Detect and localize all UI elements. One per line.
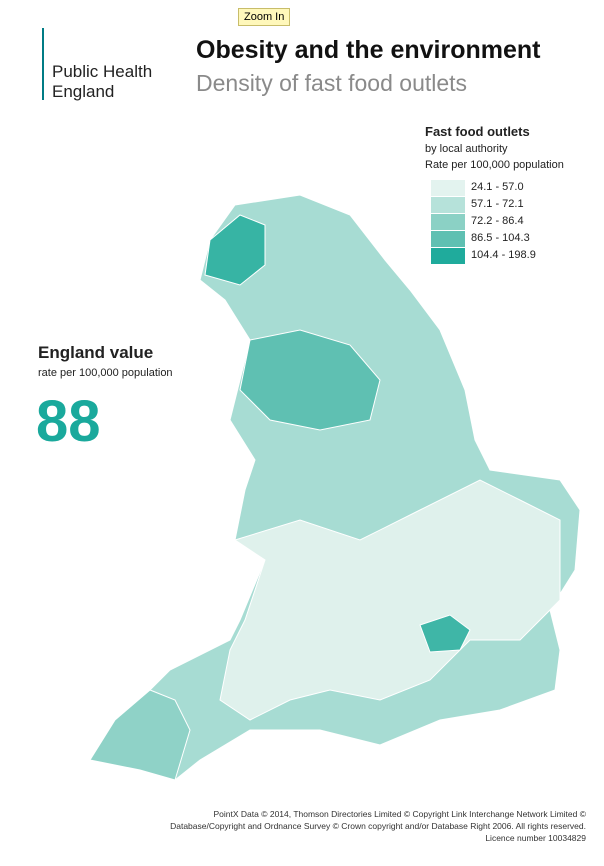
legend-label: 72.2 - 86.4 xyxy=(471,215,524,227)
logo-line: Public Health xyxy=(52,62,153,81)
cumbria-region xyxy=(204,214,266,286)
legend-label: 104.4 - 198.9 xyxy=(471,249,536,261)
legend-label: 86.5 - 104.3 xyxy=(471,232,530,244)
logo-bar xyxy=(42,28,44,100)
title: Obesity and the environment xyxy=(196,36,541,64)
footer: PointX Data © 2014, Thomson Directories … xyxy=(170,808,586,844)
legend-label: 24.1 - 57.0 xyxy=(471,181,524,193)
legend-title: Fast food outlets xyxy=(425,124,530,139)
legend-swatch xyxy=(431,197,465,213)
southwest-region xyxy=(89,689,191,781)
legend-swatch xyxy=(431,180,465,196)
logo-line: England xyxy=(52,82,115,101)
england-title: England value xyxy=(38,343,154,362)
north-region xyxy=(239,329,381,431)
footer-line: PointX Data © 2014, Thomson Directories … xyxy=(213,809,587,819)
footer-line: Database/Copyright and Ordnance Survey ©… xyxy=(170,821,586,831)
england-value: 88 xyxy=(36,389,101,454)
england-subtitle: rate per 100,000 population xyxy=(38,367,173,379)
footer-line: Licence number 10034829 xyxy=(485,833,586,843)
legend-swatch xyxy=(431,248,465,264)
south-region xyxy=(219,479,561,721)
london-region xyxy=(419,614,471,653)
legend-subtitle: by local authority xyxy=(425,143,508,155)
zoom-button[interactable]: Zoom In xyxy=(238,8,291,26)
legend-swatch xyxy=(431,214,465,230)
england-outline xyxy=(89,194,581,781)
subtitle: Density of fast food outlets xyxy=(196,70,468,96)
legend-note: Rate per 100,000 population xyxy=(425,159,564,171)
legend-label: 57.1 - 72.1 xyxy=(471,198,524,210)
legend-swatch xyxy=(431,231,465,247)
logo: Public Health England xyxy=(52,62,152,102)
